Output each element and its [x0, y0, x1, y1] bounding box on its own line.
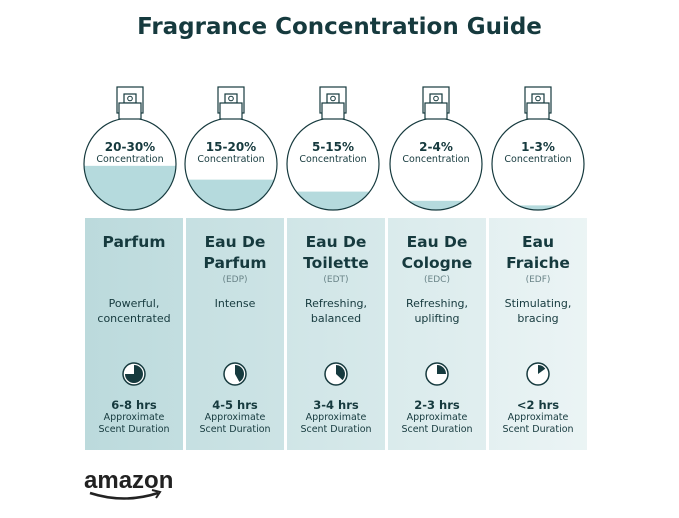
duration: 2-3 hrs: [414, 398, 460, 412]
concentration-label: Concentration: [299, 154, 367, 165]
type-name-2: Cologne: [401, 254, 473, 272]
type-name: Eau: [521, 233, 555, 251]
type-name-2: Fraiche: [506, 254, 570, 272]
concentration-percent: 2-4%: [419, 140, 453, 154]
type-abbreviation: (EDC): [424, 275, 450, 285]
type-name: Eau De: [305, 233, 367, 251]
svg-text:amazon: amazon: [84, 468, 173, 494]
duration: 3-4 hrs: [313, 398, 359, 412]
concentration-label: Concentration: [402, 154, 470, 165]
concentration-percent: 15-20%: [205, 140, 257, 154]
concentration-label: Concentration: [96, 154, 164, 165]
type-name: Eau De: [406, 233, 468, 251]
liquid-level: [287, 191, 379, 210]
concentration-label: Concentration: [197, 154, 265, 165]
description-2: bracing: [517, 312, 559, 325]
type-name: Parfum: [102, 233, 166, 251]
concentration-percent: 20-30%: [104, 140, 156, 154]
duration-label-2: Scent Duration: [502, 424, 574, 435]
type-abbreviation: (EDF): [525, 275, 551, 285]
duration-label-2: Scent Duration: [98, 424, 170, 435]
duration-label-2: Scent Duration: [401, 424, 473, 435]
type-abbreviation: (EDT): [323, 275, 349, 285]
bottle-icon: [389, 86, 483, 211]
amazon-logo: amazon: [84, 468, 173, 500]
liquid-level: [492, 205, 584, 210]
liquid-level: [84, 165, 176, 210]
type-column-2: Eau De Parfum (EDP) Intense 4-5 hrs Appro…: [186, 218, 284, 450]
type-abbreviation: (EDP): [222, 275, 248, 285]
duration: 6-8 hrs: [111, 398, 157, 412]
duration-label: Approximate: [406, 412, 468, 423]
liquid-level: [390, 200, 482, 210]
page-title: Fragrance Concentration Guide: [137, 14, 542, 40]
type-column-5: Eau Fraiche (EDF) Stimulating, bracing <2 …: [489, 218, 587, 450]
bottle-icon: [286, 86, 380, 211]
description: Refreshing,: [304, 297, 368, 310]
type-column-3: Eau De Toilette (EDT) Refreshing, balanced…: [287, 218, 385, 450]
description: Powerful,: [108, 297, 160, 310]
concentration-percent: 5-15%: [311, 140, 355, 154]
type-name: Eau De: [204, 233, 266, 251]
concentration-percent: 1-3%: [521, 140, 555, 154]
description: Stimulating,: [504, 297, 572, 310]
description-2: concentrated: [97, 312, 171, 325]
duration-label-2: Scent Duration: [199, 424, 271, 435]
clock-icon: [223, 362, 247, 386]
clock-icon: [526, 362, 550, 386]
description: Intense: [214, 297, 256, 310]
bottle-icon: [83, 86, 177, 211]
description-2: uplifting: [414, 312, 460, 325]
description: Refreshing,: [405, 297, 469, 310]
concentration-label: Concentration: [504, 154, 572, 165]
type-column-4: Eau De Cologne (EDC) Refreshing, uplifting…: [388, 218, 486, 450]
liquid-level: [185, 179, 277, 210]
duration-label-2: Scent Duration: [300, 424, 372, 435]
clock-icon: [122, 362, 146, 386]
clock-icon: [425, 362, 449, 386]
bottle-icon: [491, 86, 585, 211]
duration-label: Approximate: [103, 412, 165, 423]
type-column-1: Parfum Powerful, concentrated 6-8 hrs App…: [85, 218, 183, 450]
description-2: balanced: [310, 312, 362, 325]
duration: <2 hrs: [516, 398, 560, 412]
duration-label: Approximate: [204, 412, 266, 423]
clock-icon: [324, 362, 348, 386]
type-name-2: Toilette: [303, 254, 369, 272]
duration-label: Approximate: [507, 412, 569, 423]
duration: 4-5 hrs: [212, 398, 258, 412]
type-name-2: Parfum: [203, 254, 267, 272]
duration-label: Approximate: [305, 412, 367, 423]
bottle-icon: [184, 86, 278, 211]
